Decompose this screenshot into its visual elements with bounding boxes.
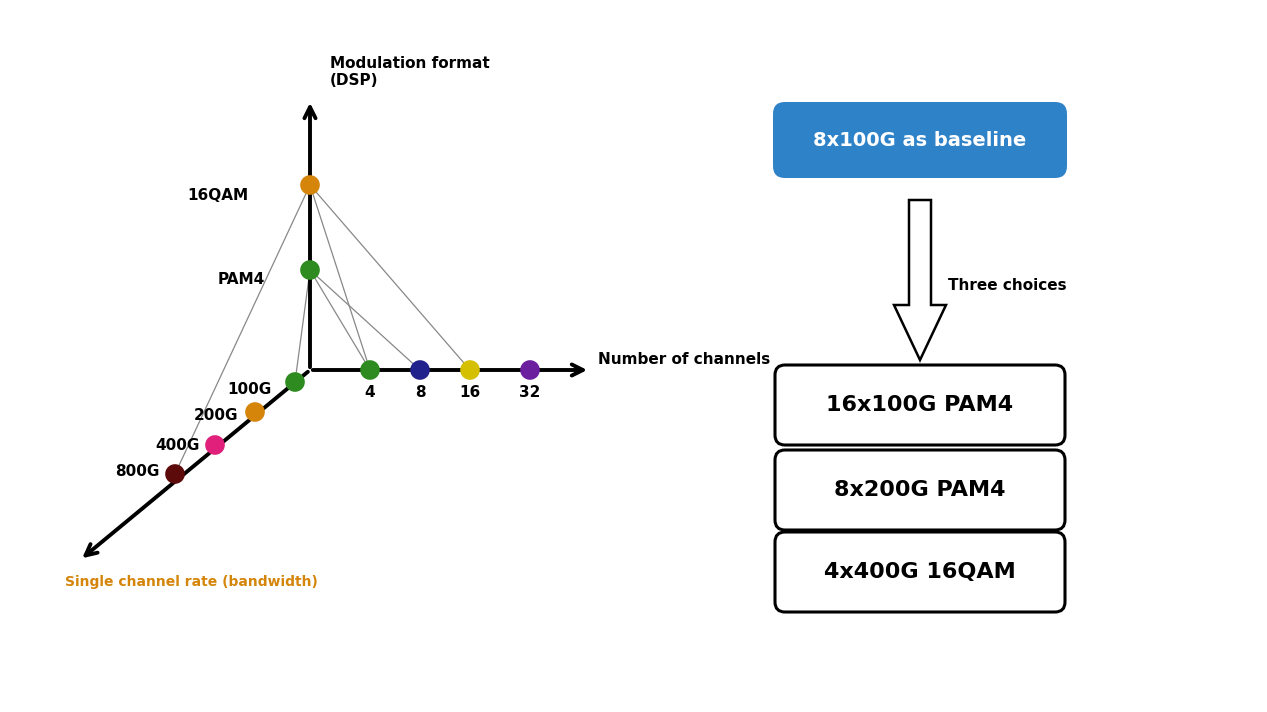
Text: 16x100G PAM4: 16x100G PAM4 <box>826 395 1014 415</box>
Point <box>409 365 430 376</box>
Text: 16QAM: 16QAM <box>186 187 248 202</box>
Point <box>205 439 226 451</box>
Point <box>519 365 540 376</box>
Text: 200G: 200G <box>194 407 238 422</box>
Point <box>300 179 321 191</box>
Text: 8x100G as baseline: 8x100G as baseline <box>813 130 1026 150</box>
Text: 8: 8 <box>414 385 426 400</box>
FancyBboxPatch shape <box>775 450 1066 530</box>
Polygon shape <box>895 200 946 360</box>
FancyBboxPatch shape <box>773 102 1067 178</box>
Text: Number of channels: Number of channels <box>598 352 770 367</box>
Text: 400G: 400G <box>156 437 200 453</box>
Text: Three choices: Three choices <box>948 278 1067 293</box>
Point <box>165 468 185 480</box>
Point <box>360 365 380 376</box>
Text: 4x400G 16QAM: 4x400G 16QAM <box>824 562 1016 582</box>
Point <box>285 377 305 388</box>
Text: 8x200G PAM4: 8x200G PAM4 <box>834 480 1006 500</box>
FancyBboxPatch shape <box>775 365 1066 445</box>
Text: 16: 16 <box>460 385 480 400</box>
Point <box>300 264 321 276</box>
Text: 100G: 100G <box>228 382 272 397</box>
Text: Single channel rate (bandwidth): Single channel rate (bandwidth) <box>65 575 318 589</box>
Text: PAM4: PAM4 <box>218 273 265 288</box>
Point <box>460 365 480 376</box>
Text: 800G: 800G <box>115 464 160 479</box>
Text: 4: 4 <box>365 385 375 400</box>
Text: Modulation format
(DSP): Modulation format (DSP) <box>329 56 490 88</box>
FancyBboxPatch shape <box>775 532 1066 612</box>
Point <box>245 407 265 418</box>
Text: 32: 32 <box>519 385 541 400</box>
